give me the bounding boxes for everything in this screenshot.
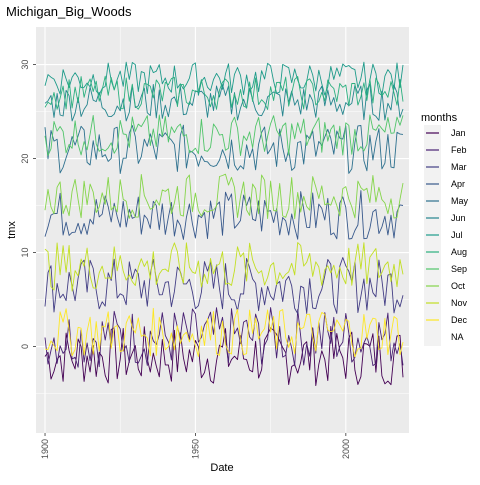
series-line-aug <box>44 75 404 110</box>
series-line-jul <box>44 61 404 96</box>
series-line-apr <box>44 190 404 240</box>
chart-title: Michigan_Big_Woods <box>6 4 132 19</box>
legend-label-jan: Jan <box>451 128 466 138</box>
y-tick-label: 30 <box>20 60 30 70</box>
x-axis-label: Date <box>210 462 233 474</box>
series-lines <box>44 61 404 387</box>
series-line-dec <box>44 307 404 358</box>
series-line-nov <box>44 242 404 292</box>
legend-label-feb: Feb <box>451 145 467 155</box>
series-line-may <box>44 124 404 174</box>
legend-label-may: May <box>451 196 469 206</box>
legend: months Jan Feb Mar Apr May Jun Jul Aug Sep Oct Nov… <box>421 112 469 346</box>
series-line-mar <box>44 257 404 315</box>
legend-key-box <box>424 329 441 346</box>
series-line-jun <box>44 83 404 122</box>
legend-label-mar: Mar <box>451 162 467 172</box>
legend-label-apr: Apr <box>451 179 465 189</box>
legend-label-aug: Aug <box>451 247 467 257</box>
series-line-sep <box>44 114 404 157</box>
series-line-feb <box>44 307 404 368</box>
series-line-oct <box>44 173 404 220</box>
x-tick-label: 1950 <box>190 439 200 459</box>
series-line-jan <box>44 325 404 387</box>
y-tick-label: 20 <box>20 154 30 164</box>
legend-label-dec: Dec <box>451 315 468 325</box>
y-tick-label: 0 <box>20 344 30 349</box>
legend-label-jul: Jul <box>451 230 463 240</box>
legend-items: Jan Feb Mar Apr May Jun Jul Aug Sep Oct Nov Dec NA <box>424 125 469 346</box>
x-tick-label: 2000 <box>341 439 351 459</box>
legend-label-oct: Oct <box>451 281 466 291</box>
legend-label-jun: Jun <box>451 213 466 223</box>
legend-label-nov: Nov <box>451 298 468 308</box>
legend-label-sep: Sep <box>451 264 467 274</box>
y-axis: 0 10 20 30 <box>20 60 36 349</box>
x-axis: 1900 1950 2000 <box>40 433 351 459</box>
y-axis-label: tmx <box>6 221 18 239</box>
y-tick-label: 10 <box>20 248 30 258</box>
legend-label-na: NA <box>451 332 464 342</box>
x-tick-label: 1900 <box>40 439 50 459</box>
legend-title: months <box>421 112 458 124</box>
